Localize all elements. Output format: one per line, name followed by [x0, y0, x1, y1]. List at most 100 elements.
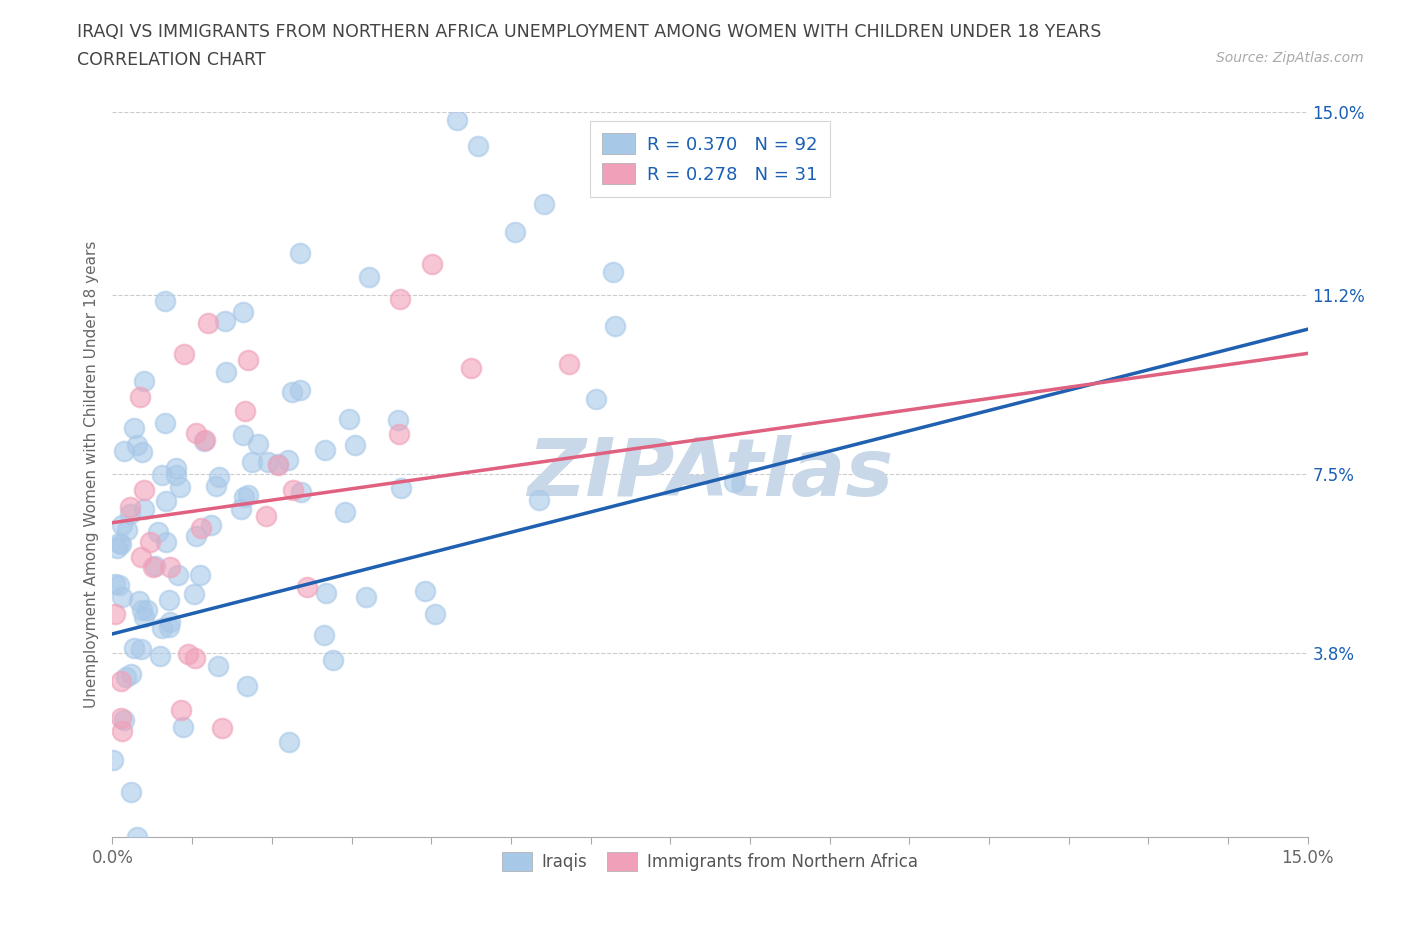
Point: [120, 785, 142, 800]
Point: [110, 711, 132, 725]
Point: [446, 113, 468, 127]
Point: [233, 490, 256, 505]
Point: [128, 593, 150, 608]
Point: [150, 468, 173, 483]
Point: [315, 585, 337, 600]
Point: [115, 523, 138, 538]
Text: IRAQI VS IMMIGRANTS FROM NORTHERN AFRICA UNEMPLOYMENT AMONG WOMEN WITH CHILDREN : IRAQI VS IMMIGRANTS FROM NORTHERN AFRICA…: [77, 23, 1102, 41]
Point: [339, 411, 361, 426]
Point: [288, 246, 311, 260]
Point: [184, 425, 207, 440]
Point: [388, 426, 411, 441]
Point: [267, 458, 290, 472]
Point: [107, 541, 129, 556]
Point: [389, 481, 412, 496]
Point: [134, 501, 156, 516]
Point: [354, 590, 377, 604]
Point: [197, 315, 219, 330]
Text: CORRELATION CHART: CORRELATION CHART: [77, 51, 266, 69]
Point: [146, 525, 169, 539]
Point: [122, 641, 145, 656]
Point: [208, 470, 231, 485]
Point: [312, 628, 335, 643]
Point: [165, 461, 187, 476]
Point: [242, 455, 264, 470]
Point: [131, 445, 153, 459]
Point: [257, 455, 280, 470]
Point: [150, 620, 173, 635]
Point: [153, 294, 176, 309]
Point: [122, 420, 145, 435]
Point: [118, 499, 141, 514]
Point: [247, 436, 270, 451]
Point: [142, 560, 165, 575]
Point: [280, 385, 302, 400]
Point: [343, 437, 366, 452]
Point: [193, 433, 215, 448]
Point: [211, 720, 233, 735]
Point: [425, 606, 447, 621]
Point: [112, 712, 135, 727]
Point: [128, 390, 150, 405]
Point: [214, 313, 236, 328]
Point: [131, 603, 153, 618]
Point: [134, 374, 156, 389]
Point: [108, 578, 131, 592]
Point: [165, 467, 187, 482]
Point: [723, 474, 745, 489]
Point: [167, 567, 190, 582]
Point: [111, 517, 134, 532]
Point: [155, 535, 177, 550]
Point: [114, 670, 136, 684]
Point: [314, 443, 336, 458]
Point: [120, 506, 142, 521]
Point: [190, 521, 212, 536]
Point: [422, 257, 444, 272]
Point: [129, 642, 152, 657]
Point: [233, 404, 256, 418]
Point: [132, 610, 155, 625]
Point: [155, 494, 177, 509]
Point: [460, 361, 482, 376]
Point: [110, 536, 132, 551]
Point: [254, 509, 277, 524]
Point: [184, 529, 207, 544]
Point: [125, 438, 148, 453]
Point: [200, 517, 222, 532]
Point: [157, 619, 180, 634]
Point: [112, 444, 135, 458]
Point: [277, 452, 299, 467]
Point: [194, 432, 217, 447]
Point: [205, 479, 228, 494]
Point: [145, 559, 167, 574]
Point: [283, 483, 305, 498]
Point: [232, 428, 254, 443]
Point: [557, 357, 579, 372]
Point: [267, 457, 290, 472]
Point: [103, 752, 125, 767]
Text: Source: ZipAtlas.com: Source: ZipAtlas.com: [1216, 51, 1364, 65]
Point: [533, 196, 555, 211]
Point: [295, 580, 318, 595]
Point: [111, 724, 134, 739]
Point: [159, 560, 181, 575]
Legend: Iraqis, Immigrants from Northern Africa: Iraqis, Immigrants from Northern Africa: [494, 844, 927, 880]
Point: [585, 392, 607, 406]
Point: [111, 590, 134, 604]
Point: [132, 483, 155, 498]
Point: [231, 502, 253, 517]
Point: [177, 646, 200, 661]
Point: [110, 673, 132, 688]
Point: [415, 584, 437, 599]
Point: [288, 382, 311, 397]
Point: [149, 648, 172, 663]
Point: [387, 413, 409, 428]
Point: [159, 615, 181, 630]
Point: [153, 416, 176, 431]
Point: [170, 702, 193, 717]
Point: [207, 658, 229, 673]
Point: [278, 735, 301, 750]
Point: [104, 606, 127, 621]
Point: [169, 480, 191, 495]
Point: [139, 535, 162, 550]
